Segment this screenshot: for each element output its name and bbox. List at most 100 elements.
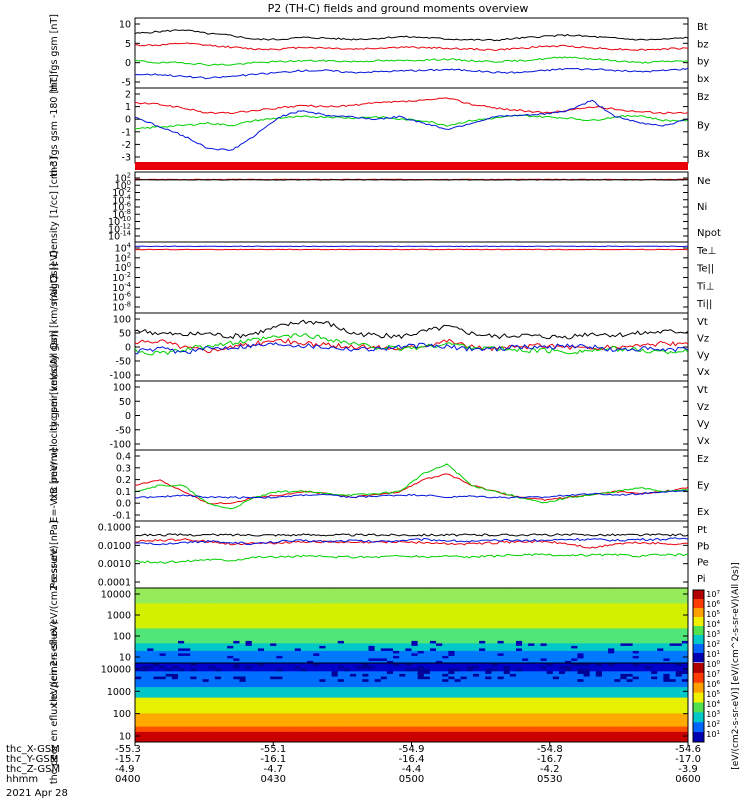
- heatmap-cell: [135, 643, 142, 646]
- heatmap-cell: [202, 673, 210, 677]
- heatmap-cell: [522, 623, 529, 626]
- heatmap-cell: [282, 731, 290, 735]
- heatmap-cell: [196, 643, 203, 646]
- heatmap-cell: [497, 610, 505, 614]
- heatmap-cell: [528, 728, 535, 732]
- heatmap-cell: [405, 702, 412, 706]
- heatmap-cell: [522, 608, 529, 611]
- heatmap-cell: [171, 613, 179, 616]
- heatmap-cell: [202, 628, 210, 631]
- heatmap-cell: [534, 603, 541, 606]
- heatmap-cell: [522, 726, 529, 730]
- heatmap-cell: [380, 691, 388, 695]
- heatmap-cell: [245, 668, 253, 672]
- heatmap-cell: [472, 689, 480, 693]
- heatmap-cell: [522, 595, 529, 599]
- heatmap-cell: [221, 694, 228, 698]
- heatmap-cell: [343, 600, 351, 604]
- heatmap-cell: [270, 593, 277, 596]
- heatmap-cell: [251, 681, 259, 685]
- heatmap-cell: [288, 689, 296, 693]
- heatmap-cell: [442, 658, 449, 661]
- heatmap-cell: [165, 658, 173, 661]
- heatmap-cell: [632, 608, 640, 611]
- heatmap-cell: [325, 625, 333, 629]
- heatmap-cell: [356, 710, 363, 714]
- heatmap-cell: [245, 694, 253, 698]
- heatmap-cell: [552, 663, 560, 667]
- heatmap-cell: [411, 633, 419, 636]
- heatmap-cell: [288, 620, 296, 624]
- heatmap-cell: [165, 608, 173, 611]
- heatmap-cell: [165, 655, 173, 659]
- heatmap-cell: [460, 694, 468, 698]
- heatmap-cell: [429, 723, 437, 727]
- heatmap-cell: [141, 658, 148, 661]
- heatmap-cell: [374, 681, 382, 685]
- heatmap-cell: [331, 728, 339, 732]
- heatmap-cell: [681, 623, 689, 626]
- panel-frame: [134, 380, 689, 451]
- heatmap-cell: [429, 615, 437, 619]
- heatmap-cell: [491, 686, 498, 690]
- heatmap-cell: [319, 588, 326, 591]
- heatmap-cell: [141, 660, 148, 664]
- heatmap-cell: [509, 603, 517, 606]
- heatmap-cell: [251, 630, 259, 634]
- heatmap-cell: [405, 699, 412, 703]
- heatmap-cell: [165, 670, 173, 674]
- series-Bt: [134, 29, 689, 42]
- heatmap-cell: [356, 650, 363, 654]
- heatmap-cell: [534, 608, 541, 611]
- heatmap-cell: [491, 676, 498, 680]
- heatmap-cell: [221, 653, 228, 656]
- heatmap-cell: [423, 699, 431, 703]
- heatmap-cell: [620, 590, 627, 594]
- heatmap-cell: [171, 598, 179, 601]
- heatmap-cell: [657, 630, 664, 634]
- heatmap-cell: [515, 715, 523, 719]
- heatmap-cell: [669, 615, 677, 619]
- heatmap-cell: [429, 702, 437, 706]
- heatmap-cell: [393, 603, 400, 606]
- heatmap-cell: [552, 633, 560, 636]
- heatmap-cell: [485, 702, 492, 706]
- heatmap-cell: [558, 653, 566, 656]
- heatmap-cell: [356, 684, 363, 688]
- heatmap-cell: [270, 739, 277, 743]
- heatmap-cell: [227, 678, 234, 682]
- heatmap-cell: [233, 603, 240, 606]
- heatmap-cell: [319, 603, 326, 606]
- heatmap-cell: [485, 694, 492, 698]
- heatmap-cell: [423, 697, 431, 701]
- heatmap-cell: [331, 723, 339, 727]
- heatmap-cell: [399, 731, 406, 735]
- heatmap-cell: [405, 600, 412, 604]
- heatmap-cell: [282, 691, 290, 695]
- heatmap-cell: [343, 663, 351, 667]
- heatmap-cell: [503, 600, 511, 604]
- heatmap-cell: [202, 613, 210, 616]
- heatmap-cell: [626, 655, 634, 659]
- heatmap-cell: [380, 686, 388, 690]
- heatmap-cell: [202, 588, 210, 591]
- heatmap-cell: [165, 648, 173, 651]
- heatmap-cell: [405, 726, 412, 730]
- heatmap-cell: [472, 610, 480, 614]
- heatmap-cell: [479, 739, 486, 743]
- heatmap-cell: [276, 713, 283, 717]
- heatmap-cell: [196, 603, 203, 606]
- heatmap-cell: [534, 691, 541, 695]
- heatmap-cell: [239, 731, 246, 735]
- heatmap-cell: [442, 736, 449, 740]
- heatmap-cell: [257, 613, 265, 616]
- heatmap-cell: [614, 653, 621, 656]
- heatmap-cell: [423, 681, 431, 685]
- heatmap-cell: [534, 723, 541, 727]
- heatmap-cell: [165, 588, 173, 591]
- heatmap-cell: [405, 613, 412, 616]
- heatmap-cell: [202, 650, 210, 654]
- heatmap-cell: [135, 668, 142, 672]
- heatmap-cell: [245, 736, 253, 740]
- heatmap-cell: [522, 630, 529, 634]
